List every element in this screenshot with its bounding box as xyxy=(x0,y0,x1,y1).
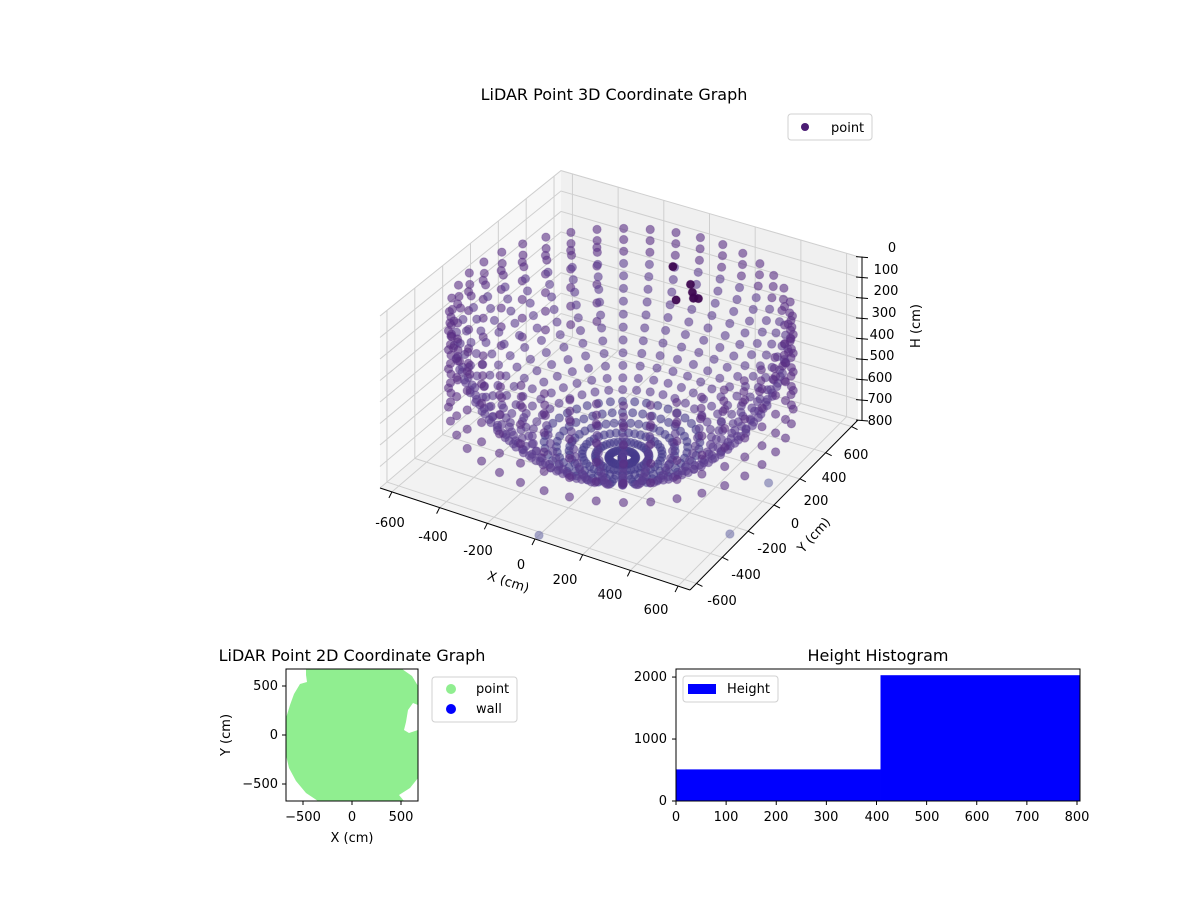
z-tick-label: 0 xyxy=(888,241,896,256)
x-tick-label: 400 xyxy=(598,588,623,603)
histogram-bar xyxy=(880,675,1080,801)
y-tick-label: 400 xyxy=(822,471,847,486)
x-tick-label: 0 xyxy=(517,558,525,573)
y-tick-label: 200 xyxy=(804,494,829,509)
z-tick-label: 700 xyxy=(868,392,893,407)
plot-histogram: Height Histogram 0 100 200 300 400 500 6… xyxy=(634,646,1090,825)
plot-2d-points xyxy=(286,669,418,801)
y-tick-label: 0 xyxy=(270,728,278,743)
z-tick-label: 800 xyxy=(868,414,893,429)
legend-label-height: Height xyxy=(727,682,770,697)
histogram-bars xyxy=(676,675,1080,801)
plot-3d-axes xyxy=(379,256,869,593)
legend-label-point: point xyxy=(476,682,509,697)
x-tick-labels-2d: −500 0 500 xyxy=(285,810,413,825)
z-axis-label-3d: H (cm) xyxy=(909,304,924,348)
y-tick-labels-3d: -600 -400 -200 0 200 400 600 xyxy=(707,448,868,609)
x-tick-label: 700 xyxy=(1015,810,1040,825)
y-tick-label: -400 xyxy=(731,568,761,583)
x-tick-label: 200 xyxy=(553,573,578,588)
x-axis-label-3d: X (cm) xyxy=(485,569,531,597)
x-tick-label: 600 xyxy=(644,603,669,618)
z-tick-label: 600 xyxy=(868,371,893,386)
legend-3d: point xyxy=(787,113,873,141)
x-tick-label: 300 xyxy=(814,810,839,825)
legend-marker-point xyxy=(446,684,456,694)
y-tick-label: 2000 xyxy=(634,670,667,685)
z-tick-label: 300 xyxy=(872,306,897,321)
x-tick-label: -600 xyxy=(375,516,405,531)
legend-marker-wall xyxy=(446,704,456,714)
x-tick-label: 500 xyxy=(915,810,940,825)
legend-marker-point xyxy=(801,123,809,131)
y-tick-label: −500 xyxy=(242,777,278,792)
plot-3d: LiDAR Point 3D Coordinate Graph -600 -40… xyxy=(375,85,924,618)
histogram-y-tick-labels: 0 1000 2000 xyxy=(634,670,667,809)
y-tick-labels-2d: 500 0 −500 xyxy=(242,679,278,792)
x-tick-label: -200 xyxy=(463,544,493,559)
x-tick-label: 400 xyxy=(865,810,890,825)
x-tick-label: 600 xyxy=(965,810,990,825)
plot-2d-title: LiDAR Point 2D Coordinate Graph xyxy=(219,646,486,665)
z-tick-label: 200 xyxy=(874,284,899,299)
histogram-x-tick-labels: 0 100 200 300 400 500 600 700 800 xyxy=(672,810,1090,825)
x-tick-label: -400 xyxy=(418,530,448,545)
y-tick-label: 0 xyxy=(659,794,667,809)
legend-label-point: point xyxy=(831,121,864,136)
x-tick-label: 0 xyxy=(348,810,356,825)
x-tick-label: −500 xyxy=(285,810,321,825)
legend-swatch-height xyxy=(688,684,716,694)
y-axis-label-2d: Y (cm) xyxy=(219,714,234,757)
z-tick-label: 400 xyxy=(870,328,895,343)
y-tick-label: 0 xyxy=(791,517,799,532)
y-tick-label: -600 xyxy=(707,594,737,609)
x-tick-label: 0 xyxy=(672,810,680,825)
y-tick-label: 500 xyxy=(253,679,278,694)
y-tick-label: -200 xyxy=(757,542,787,557)
y-tick-label: 600 xyxy=(844,448,869,463)
legend-label-wall: wall xyxy=(476,702,502,717)
z-tick-label: 500 xyxy=(870,349,895,364)
y-axis-label-3d: Y (cm) xyxy=(794,515,834,557)
histogram-frame xyxy=(675,668,1081,802)
x-tick-label: 500 xyxy=(389,810,414,825)
z-tick-labels-3d: 0 100 200 300 400 500 600 700 800 xyxy=(868,241,899,429)
plot-2d: LiDAR Point 2D Coordinate Graph −500 0 5… xyxy=(219,646,518,846)
z-tick-label: 100 xyxy=(874,263,899,278)
x-tick-label: 100 xyxy=(714,810,739,825)
x-tick-label: 200 xyxy=(764,810,789,825)
plot-3d-points xyxy=(443,223,798,540)
x-tick-labels-3d: -600 -400 -200 0 200 400 600 xyxy=(375,516,668,618)
x-axis-label-2d: X (cm) xyxy=(331,831,374,846)
y-tick-label: 1000 xyxy=(634,732,667,747)
histogram-legend: Height xyxy=(682,675,779,703)
legend-2d: point wall xyxy=(431,676,518,723)
histogram-bar xyxy=(676,769,881,801)
plot-3d-title: LiDAR Point 3D Coordinate Graph xyxy=(481,85,748,104)
histogram-title: Height Histogram xyxy=(808,646,949,665)
x-tick-label: 800 xyxy=(1065,810,1090,825)
